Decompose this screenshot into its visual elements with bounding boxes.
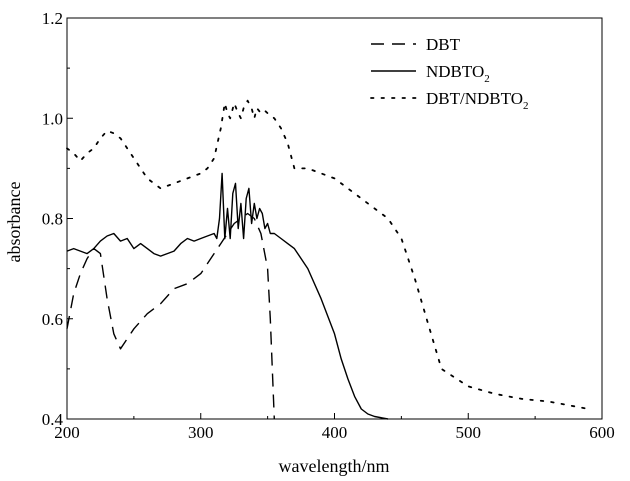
x-tick-label: 200 <box>54 423 80 442</box>
y-tick-label: 0.4 <box>42 410 64 429</box>
y-axis-label: absorbance <box>4 182 24 263</box>
legend-label: DBT <box>426 35 461 54</box>
x-tick-label: 400 <box>322 423 348 442</box>
plot-frame <box>66 17 603 420</box>
legend-label: NDBTO2 <box>426 62 490 85</box>
x-tick-label: 500 <box>456 423 482 442</box>
legend-label: DBT/NDBTO2 <box>426 89 528 112</box>
series-layer <box>66 99 590 420</box>
y-tick-label: 1.0 <box>42 109 63 128</box>
x-axis-ticks: 200 300 400 500 600 <box>54 413 615 442</box>
legend-label-main: NDBTO <box>426 62 484 81</box>
y-tick-label: 0.8 <box>42 210 63 229</box>
legend-label-subscript: 2 <box>484 73 490 85</box>
x-tick-label: 300 <box>188 423 214 442</box>
legend-label-subscript: 2 <box>523 100 529 112</box>
legend-label-main: DBT <box>426 35 461 54</box>
series-line-ndbto2 <box>66 172 389 420</box>
legend-label-main: DBT/NDBTO <box>426 89 523 108</box>
y-tick-label: 0.6 <box>42 310 63 329</box>
series-line-dbt <box>66 212 275 420</box>
x-axis-label: wavelength/nm <box>279 456 390 476</box>
x-tick-label: 600 <box>589 423 615 442</box>
series-line-dbt-ndbto2 <box>66 99 590 410</box>
y-axis-ticks: 0.4 0.6 0.8 1.0 1.2 <box>42 9 73 429</box>
y-tick-label: 1.2 <box>42 9 63 28</box>
